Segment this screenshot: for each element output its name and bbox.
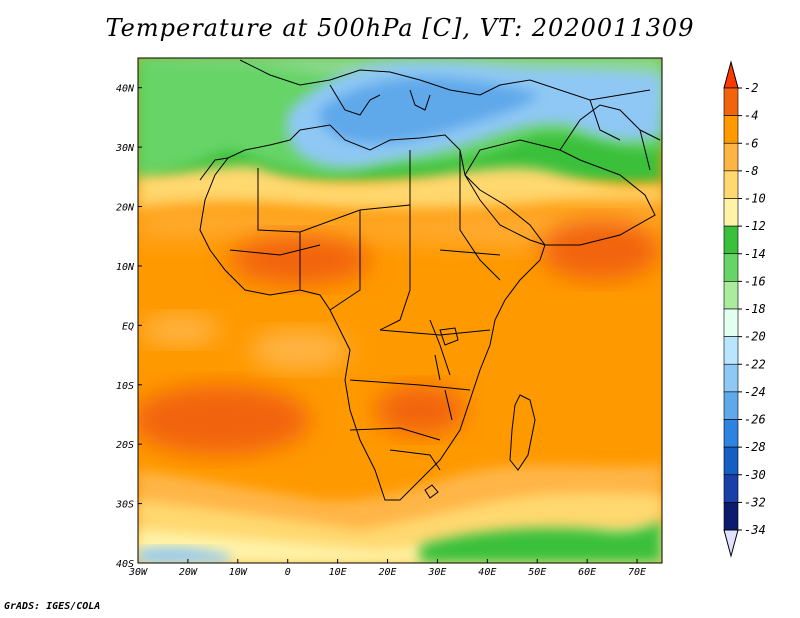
colorbar-label: -24: [744, 385, 766, 399]
lon-tick-label: 70E: [628, 567, 646, 578]
colorbar-label: -4: [744, 109, 758, 123]
lon-tick-label: 30E: [427, 567, 446, 578]
lon-tick-label: 60E: [578, 567, 596, 578]
longitude-axis: 30W 20W 10W 0 10E 20E 30E 40E 50E 60E 70E: [128, 559, 646, 578]
colorbar-label: -6: [744, 136, 758, 150]
colorbar-segment: [723, 142, 739, 172]
colorbar-segment: [723, 502, 739, 531]
lat-tick-label: 30N: [115, 143, 135, 154]
colorbar-segment: [723, 419, 739, 448]
lat-tick-label: 40N: [116, 84, 135, 95]
colorbar-segment: [723, 474, 739, 503]
colorbar-label: -28: [744, 440, 766, 454]
colorbar-segment: [723, 225, 739, 255]
colorbar-segment: [723, 87, 739, 116]
colorbar-segment: [723, 115, 739, 144]
colorbar-label: -34: [744, 523, 766, 537]
colorbar-label: -10: [744, 192, 766, 206]
colorbar-segment: [723, 281, 739, 310]
lon-tick-label: 40E: [478, 567, 496, 578]
temperature-field: [138, 58, 662, 563]
latitude-axis: 40N 30N 20N 10N EQ 10S 20S 30S 40S: [115, 84, 142, 570]
lon-tick-label: 20E: [378, 567, 396, 578]
colorbar-segment: [723, 253, 739, 282]
lat-tick-label: EQ: [122, 321, 134, 332]
lat-tick-label: 40S: [116, 559, 134, 570]
colorbar-label: -18: [744, 302, 766, 316]
lon-tick-label: 50E: [528, 567, 546, 578]
colorbar-segment: [723, 198, 739, 227]
colorbar-segment: [723, 363, 739, 393]
lon-tick-label: 10E: [329, 567, 347, 578]
colorbar-label: -8: [744, 164, 758, 178]
colorbar-segment: [723, 308, 739, 337]
colorbar: -2 -4 -6 -8 -10 -12 -14 -16 -18 -20 -22 -24 -26 -28 -3…: [723, 60, 766, 558]
lat-tick-label: 20N: [116, 203, 135, 214]
map-title: Temperature at 500hPa [C], VT: 202001130…: [105, 14, 695, 42]
coastlines: [199, 59, 661, 501]
lon-tick-label: 10W: [229, 567, 248, 578]
colorbar-label: -26: [744, 413, 766, 427]
colorbar-label: -16: [744, 274, 766, 288]
lon-tick-label: 30W: [128, 567, 148, 578]
colorbar-segment: [723, 336, 739, 365]
colorbar-bottom-arrow: [723, 529, 739, 558]
lon-tick-label: 20W: [179, 567, 198, 578]
lat-tick-label: 30S: [115, 500, 134, 511]
lat-tick-label: 10S: [116, 381, 134, 392]
colorbar-label: -14: [744, 247, 766, 261]
colorbar-label: -32: [744, 495, 766, 509]
footer-credit: GrADS: IGES/COLA: [4, 601, 101, 612]
colorbar-segment: [723, 446, 739, 476]
colorbar-label: -30: [744, 468, 766, 482]
colorbar-label: -20: [744, 330, 766, 344]
lon-tick-label: 0: [285, 567, 291, 578]
colorbar-label: -2: [744, 81, 758, 95]
plot-frame: [137, 57, 663, 564]
colorbar-label: -12: [744, 219, 766, 233]
colorbar-top-arrow: [723, 60, 739, 89]
lat-tick-label: 20S: [116, 440, 134, 451]
lat-tick-label: 10N: [116, 262, 135, 273]
colorbar-label: -22: [744, 357, 766, 371]
colorbar-segment: [723, 391, 739, 420]
colorbar-segment: [723, 170, 739, 199]
